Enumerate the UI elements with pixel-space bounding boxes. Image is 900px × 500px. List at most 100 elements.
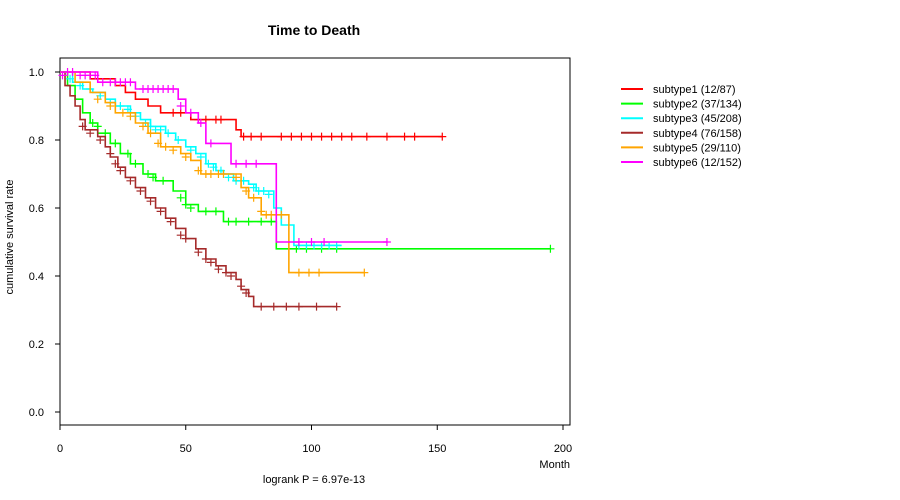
- censor-mark: [294, 238, 303, 246]
- censor-mark: [96, 136, 105, 144]
- censor-mark: [410, 132, 419, 141]
- censor-mark: [277, 210, 286, 219]
- censor-mark: [204, 159, 213, 168]
- censor-mark: [86, 129, 95, 138]
- censor-mark: [181, 200, 190, 209]
- censor-mark: [206, 170, 215, 178]
- censor-mark: [320, 238, 329, 246]
- censor-mark: [211, 207, 220, 216]
- censor-mark: [181, 234, 190, 243]
- censor-mark: [257, 217, 266, 226]
- censor-mark: [315, 268, 324, 277]
- plot-area-frame: [59, 57, 571, 426]
- censor-mark: [317, 132, 326, 141]
- series-6: [58, 68, 391, 246]
- censor-mark: [123, 149, 132, 158]
- censor-mark: [206, 258, 215, 267]
- censor-mark: [176, 193, 185, 202]
- censor-mark: [194, 248, 203, 257]
- censor-mark: [259, 187, 268, 195]
- legend-label: subtype5 (29/110): [653, 142, 741, 154]
- censor-mark: [66, 74, 75, 83]
- censor-mark: [91, 71, 100, 80]
- censor-mark: [360, 268, 369, 277]
- censor-mark: [242, 187, 251, 195]
- censor-mark: [93, 95, 102, 104]
- censor-mark: [98, 78, 107, 87]
- censor-mark: [264, 190, 273, 199]
- censor-mark: [232, 173, 241, 182]
- censor-mark: [227, 272, 236, 280]
- censor-mark: [159, 176, 168, 185]
- censor-mark: [382, 238, 391, 246]
- censor-mark: [118, 108, 127, 117]
- censor-mark: [249, 193, 258, 202]
- x-tick-label: 0: [57, 443, 63, 455]
- legend-label: subtype1 (12/87): [653, 84, 736, 96]
- censor-mark: [58, 71, 67, 80]
- censor-mark: [116, 102, 125, 110]
- censor-mark: [154, 139, 163, 148]
- censor-mark: [181, 153, 190, 161]
- censor-mark: [214, 265, 223, 274]
- censor-mark: [106, 102, 115, 110]
- legend: subtype1 (12/87) subtype2 (37/134) subtype…: [621, 84, 742, 169]
- censor-mark: [232, 217, 241, 226]
- censor-mark: [164, 129, 173, 138]
- censor-mark: [242, 159, 251, 168]
- legend-label: subtype6 (12/152): [653, 157, 742, 169]
- logrank-annotation: logrank P = 6.97e-13: [263, 474, 365, 486]
- censor-mark: [307, 132, 316, 141]
- chart-title: Time to Death: [268, 22, 360, 38]
- y-axis-label: cumulative survival rate: [4, 180, 16, 295]
- censor-mark: [144, 170, 153, 178]
- censor-mark: [166, 217, 175, 226]
- censor-mark: [156, 207, 165, 216]
- y-axis: 0.0 0.2 0.4 0.6 0.8 1.0: [29, 67, 60, 419]
- censor-mark: [297, 132, 306, 141]
- censor-mark: [126, 78, 135, 87]
- survival-curve: [60, 71, 365, 274]
- censor-mark: [201, 255, 210, 263]
- censor-mark: [327, 132, 336, 141]
- censor-mark: [138, 122, 147, 131]
- x-axis: 0 50 100 150 200: [57, 425, 572, 455]
- y-tick-label: 0.6: [29, 203, 44, 215]
- censor-mark: [312, 302, 321, 311]
- censor-mark: [249, 183, 258, 192]
- y-tick-label: 0.4: [29, 271, 44, 283]
- censor-mark: [126, 112, 135, 121]
- censor-mark: [126, 176, 135, 185]
- censor-mark: [237, 282, 246, 291]
- censor-mark: [282, 302, 291, 311]
- censor-mark: [169, 85, 178, 93]
- censor-mark: [78, 122, 87, 131]
- censor-mark: [186, 108, 195, 117]
- censor-mark: [257, 132, 266, 141]
- survival-curve: [60, 71, 387, 243]
- censor-mark: [362, 132, 371, 141]
- legend-label: subtype2 (37/134): [653, 99, 742, 111]
- censor-mark: [176, 231, 185, 240]
- x-tick-label: 50: [180, 443, 192, 455]
- censor-mark: [239, 132, 248, 141]
- censor-mark: [219, 170, 228, 178]
- censor-mark: [287, 132, 296, 141]
- censor-mark: [88, 119, 97, 127]
- censor-mark: [111, 159, 120, 168]
- censor-mark: [247, 132, 256, 141]
- survival-curve: [60, 71, 551, 250]
- censor-mark: [242, 289, 251, 297]
- censor-mark: [146, 129, 155, 138]
- censor-mark: [347, 132, 356, 141]
- series-2: [60, 71, 555, 253]
- series-group: [58, 68, 555, 311]
- censor-mark: [221, 268, 230, 277]
- censor-mark: [224, 217, 233, 226]
- x-tick-label: 100: [302, 443, 320, 455]
- censor-mark: [216, 115, 225, 124]
- censor-mark: [196, 119, 205, 127]
- censor-mark: [304, 268, 313, 277]
- censor-mark: [267, 217, 276, 226]
